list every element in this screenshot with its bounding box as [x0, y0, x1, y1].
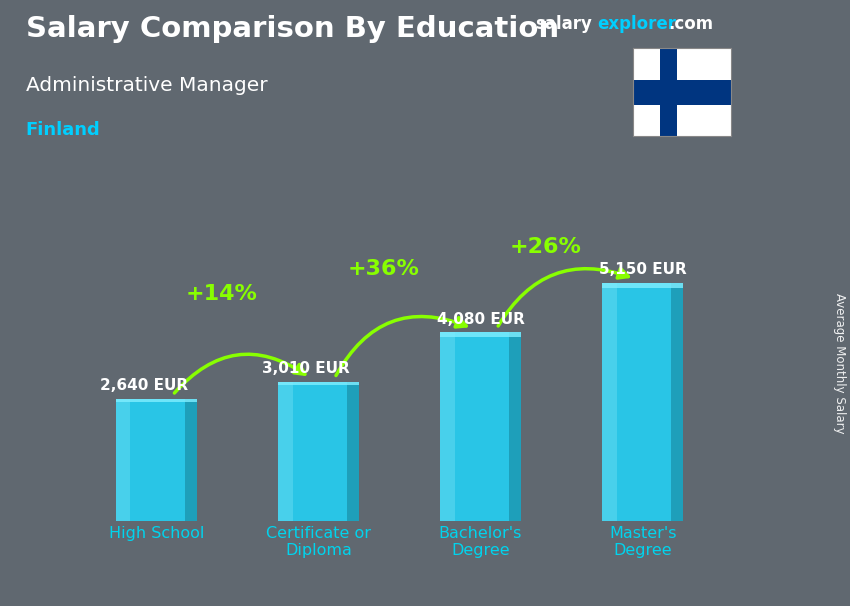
- Bar: [278, 382, 292, 521]
- Bar: [602, 282, 683, 521]
- Text: .com: .com: [668, 15, 713, 33]
- Bar: [278, 382, 359, 521]
- Text: Administrative Manager: Administrative Manager: [26, 76, 267, 95]
- Bar: [347, 382, 359, 521]
- Bar: [184, 399, 197, 521]
- Text: Finland: Finland: [26, 121, 100, 139]
- Bar: [660, 48, 677, 136]
- Text: Average Monthly Salary: Average Monthly Salary: [833, 293, 846, 434]
- Text: Salary Comparison By Education: Salary Comparison By Education: [26, 15, 558, 43]
- Bar: [440, 332, 455, 521]
- Text: 5,150 EUR: 5,150 EUR: [598, 262, 687, 277]
- Text: 4,080 EUR: 4,080 EUR: [437, 311, 524, 327]
- Bar: [116, 399, 197, 402]
- Bar: [440, 332, 521, 337]
- Bar: [633, 80, 731, 105]
- Text: salary: salary: [536, 15, 592, 33]
- Bar: [602, 282, 683, 288]
- Bar: [602, 282, 617, 521]
- Text: +14%: +14%: [185, 284, 258, 304]
- Bar: [509, 332, 521, 521]
- Bar: [440, 332, 521, 521]
- Text: 2,640 EUR: 2,640 EUR: [99, 378, 188, 393]
- Text: explorer: explorer: [598, 15, 677, 33]
- Text: +26%: +26%: [509, 237, 581, 257]
- Bar: [116, 399, 197, 521]
- Bar: [671, 282, 683, 521]
- Bar: [278, 382, 359, 385]
- Bar: [116, 399, 130, 521]
- Text: +36%: +36%: [348, 259, 419, 279]
- Text: 3,010 EUR: 3,010 EUR: [262, 361, 349, 376]
